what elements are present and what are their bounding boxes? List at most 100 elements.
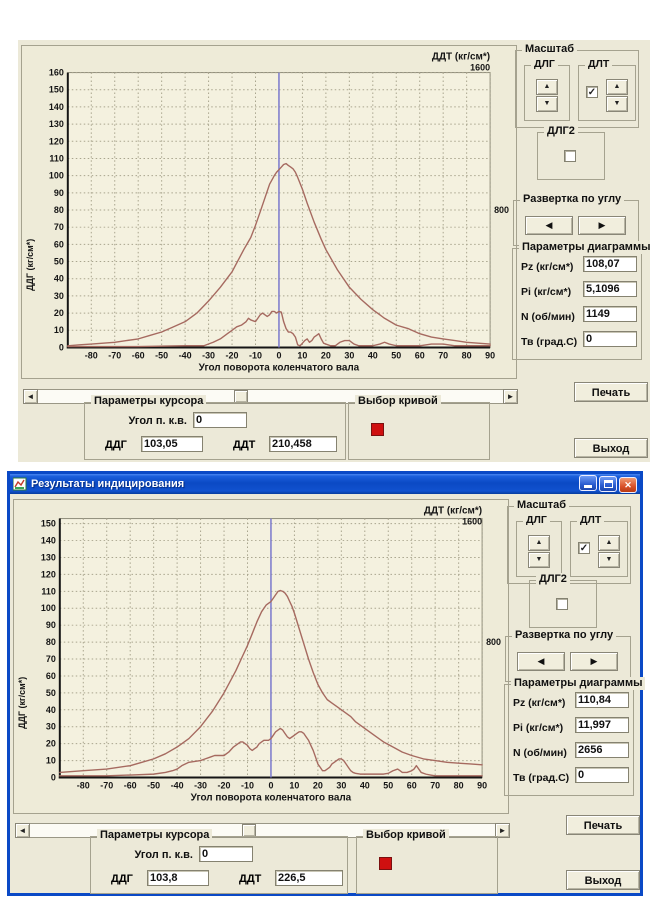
dlt-scale-spinner: ▲ ▼ bbox=[598, 535, 620, 568]
tv-label: Тв (град.С) bbox=[513, 772, 570, 784]
svg-text:-60: -60 bbox=[124, 780, 137, 790]
scroll-right-arrow[interactable]: ► bbox=[495, 823, 510, 838]
diagram-parameters-group: Параметры диаграммы Pz (кг/см*) Pi (кг/с… bbox=[504, 677, 646, 796]
sweep-right-button[interactable]: ▶ bbox=[578, 216, 626, 235]
tv-field[interactable] bbox=[583, 331, 637, 347]
dlg-scale-up-button[interactable]: ▲ bbox=[536, 79, 558, 95]
scroll-right-arrow[interactable]: ► bbox=[503, 389, 518, 404]
cursor-parameters-group: Параметры курсора Угол п. к.в. ДДГ ДДТ bbox=[84, 395, 346, 460]
rpm-field[interactable] bbox=[575, 742, 629, 758]
svg-text:130: 130 bbox=[41, 552, 56, 562]
exit-button[interactable]: Выход bbox=[574, 438, 648, 458]
svg-text:60: 60 bbox=[415, 350, 425, 360]
angle-sweep-group: Развертка по углу ◀ ▶ bbox=[513, 193, 639, 246]
curve-color-swatch[interactable] bbox=[379, 857, 392, 870]
ddt-value-field[interactable] bbox=[275, 870, 343, 886]
ddg-value-field[interactable] bbox=[147, 870, 209, 886]
tv-row: Тв (град.С) bbox=[505, 767, 633, 786]
scroll-left-arrow[interactable]: ◄ bbox=[15, 823, 30, 838]
svg-text:1600: 1600 bbox=[470, 63, 490, 73]
svg-text:0: 0 bbox=[51, 772, 56, 782]
scale-group-title: Масштаб bbox=[514, 499, 570, 512]
pressure-diagram-chart[interactable]: 0102030405060708090100110120130140150160… bbox=[22, 46, 516, 378]
svg-text:150: 150 bbox=[41, 519, 56, 529]
svg-text:-30: -30 bbox=[194, 780, 207, 790]
chart-panel: 0 10 20 30 40 50 60 70 80 90 100 110 120 130 140 150 -80… bbox=[13, 499, 509, 814]
pz-field[interactable] bbox=[575, 692, 629, 708]
chart-panel: 0 10 20 30 40 50 60 70 80 90 100 110 120 130 140 150 160… bbox=[21, 45, 517, 379]
dlt-scale-subgroup: ДЛТ ✓ ▲ ▼ bbox=[570, 514, 628, 577]
dlt-scale-subgroup: ДЛТ ✓ ▲ ▼ bbox=[578, 58, 636, 121]
exit-button[interactable]: Выход bbox=[566, 870, 640, 890]
dlg2-checkbox[interactable] bbox=[564, 150, 576, 162]
pi-field[interactable] bbox=[583, 281, 637, 297]
svg-text:0: 0 bbox=[59, 342, 64, 352]
window-titlebar[interactable]: Результаты индицирования ✕ bbox=[10, 474, 640, 494]
dlg-scale-label: ДЛГ bbox=[531, 58, 558, 71]
sweep-left-button[interactable]: ◀ bbox=[525, 216, 573, 235]
print-button[interactable]: Печать bbox=[566, 815, 640, 835]
app-icon bbox=[12, 477, 27, 491]
scroll-left-arrow[interactable]: ◄ bbox=[23, 389, 38, 404]
sweep-right-button[interactable]: ▶ bbox=[570, 652, 618, 671]
svg-text:90: 90 bbox=[46, 620, 56, 630]
dlt-scale-checkbox[interactable]: ✓ bbox=[578, 542, 590, 554]
tv-field[interactable] bbox=[575, 767, 629, 783]
svg-text:90: 90 bbox=[54, 188, 64, 198]
svg-text:20: 20 bbox=[54, 308, 64, 318]
crank-angle-label: Угол п. к.в. bbox=[134, 849, 194, 861]
svg-text:80: 80 bbox=[46, 637, 56, 647]
svg-text:60: 60 bbox=[407, 780, 417, 790]
dlg-scale-down-button[interactable]: ▼ bbox=[528, 552, 550, 568]
curve-color-swatch[interactable] bbox=[371, 423, 384, 436]
pi-row: Pi (кг/см*) bbox=[505, 717, 633, 736]
dlg-scale-label: ДЛГ bbox=[523, 514, 550, 527]
dlg-scale-spinner: ▲ ▼ bbox=[536, 79, 558, 112]
ddg-label: ДДГ bbox=[105, 439, 127, 451]
dlg-scale-up-button[interactable]: ▲ bbox=[528, 535, 550, 551]
svg-text:ДДГ (кг/см*): ДДГ (кг/см*) bbox=[25, 239, 35, 291]
dlt-scale-down-button[interactable]: ▼ bbox=[606, 96, 628, 112]
close-button[interactable]: ✕ bbox=[619, 477, 637, 494]
dlg-scale-down-button[interactable]: ▼ bbox=[536, 96, 558, 112]
sweep-left-button[interactable]: ◀ bbox=[517, 652, 565, 671]
print-button[interactable]: Печать bbox=[574, 382, 648, 402]
ddg-value-field[interactable] bbox=[141, 436, 203, 452]
maximize-button[interactable] bbox=[599, 475, 617, 492]
svg-text:70: 70 bbox=[54, 222, 64, 232]
svg-text:800: 800 bbox=[494, 205, 509, 215]
minimize-button[interactable] bbox=[579, 474, 597, 491]
rpm-field[interactable] bbox=[583, 306, 637, 322]
svg-text:10: 10 bbox=[297, 350, 307, 360]
svg-text:40: 40 bbox=[54, 274, 64, 284]
crank-angle-field[interactable] bbox=[193, 412, 247, 428]
pz-field[interactable] bbox=[583, 256, 637, 272]
svg-text:10: 10 bbox=[46, 756, 56, 766]
pz-row: Pz (кг/см*) bbox=[513, 256, 641, 275]
svg-text:40: 40 bbox=[360, 780, 370, 790]
dlt-scale-checkbox[interactable]: ✓ bbox=[586, 86, 598, 98]
svg-text:110: 110 bbox=[41, 586, 55, 596]
dlt-scale-up-button[interactable]: ▲ bbox=[598, 535, 620, 551]
angle-sweep-title: Развертка по углу bbox=[520, 193, 625, 206]
rpm-label: N (об/мин) bbox=[513, 747, 567, 759]
dlg2-checkbox[interactable] bbox=[556, 598, 568, 610]
pressure-diagram-chart[interactable]: 0102030405060708090100110120130140150-80… bbox=[14, 500, 508, 813]
svg-text:50: 50 bbox=[46, 688, 56, 698]
crank-angle-label: Угол п. к.в. bbox=[128, 415, 188, 427]
crank-angle-field[interactable] bbox=[199, 846, 253, 862]
ddt-label: ДДТ bbox=[239, 873, 262, 885]
pi-field[interactable] bbox=[575, 717, 629, 733]
svg-text:-40: -40 bbox=[171, 780, 184, 790]
cursor-parameters-title: Параметры курсора bbox=[97, 829, 213, 842]
dlg2-group: ДЛГ2 bbox=[537, 125, 605, 180]
window-title: Результаты индицирования bbox=[31, 478, 185, 490]
svg-text:50: 50 bbox=[383, 780, 393, 790]
svg-text:-50: -50 bbox=[155, 350, 168, 360]
dlt-scale-down-button[interactable]: ▼ bbox=[598, 552, 620, 568]
results-window-top: 0 10 20 30 40 50 60 70 80 90 100 110 120 130 140 150 160… bbox=[18, 40, 650, 462]
ddt-value-field[interactable] bbox=[269, 436, 337, 452]
svg-text:80: 80 bbox=[54, 205, 64, 215]
dlg2-group: ДЛГ2 bbox=[529, 573, 597, 628]
dlt-scale-up-button[interactable]: ▲ bbox=[606, 79, 628, 95]
